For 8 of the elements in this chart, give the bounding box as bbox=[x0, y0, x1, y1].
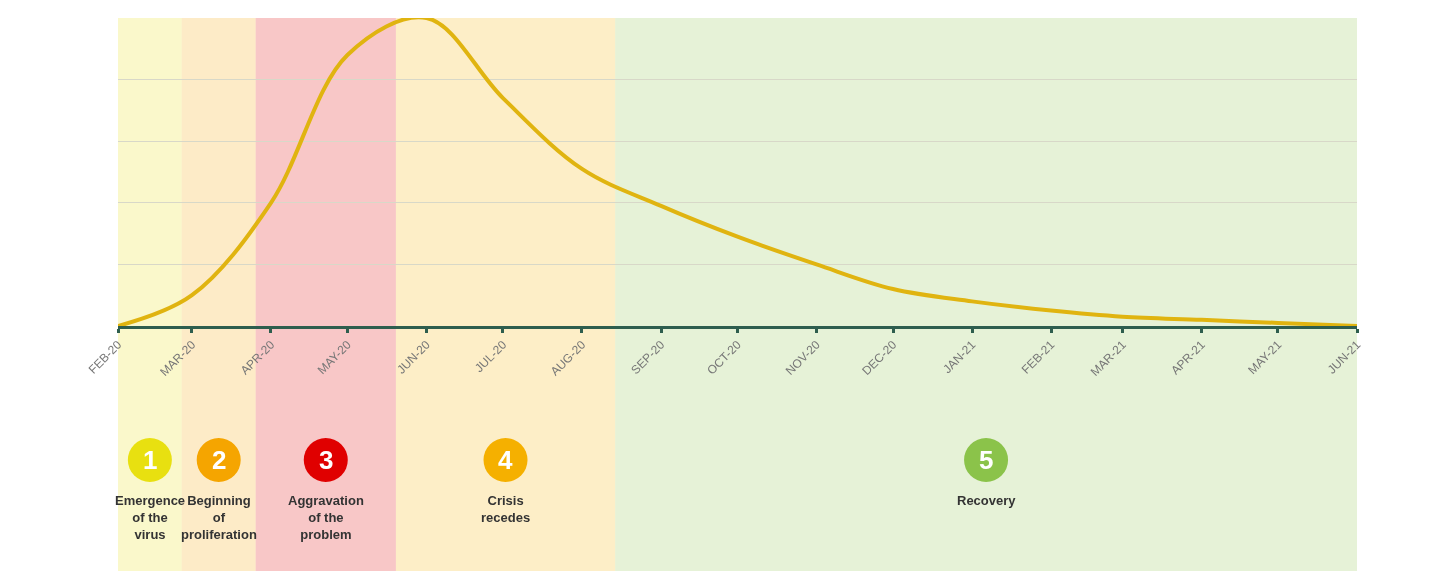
band-label: 2 bbox=[212, 445, 227, 475]
band-label: 5 bbox=[979, 445, 994, 475]
band-label: 4 bbox=[498, 445, 513, 475]
band-label: 1 bbox=[143, 445, 158, 475]
band-label: 3 bbox=[319, 445, 334, 475]
text: Aggravation of the problem bbox=[288, 493, 364, 542]
text: Recovery bbox=[957, 493, 1017, 508]
text: Crisis recedes bbox=[481, 493, 531, 525]
